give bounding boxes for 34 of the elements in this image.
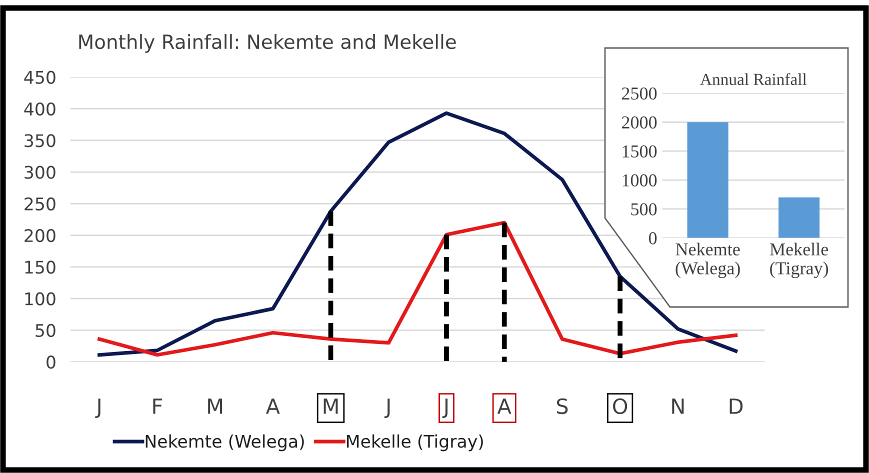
y-tick-label: 200 bbox=[24, 229, 56, 242]
y-tick-label: 0 bbox=[46, 356, 56, 369]
legend-label: Mekelle (Tigray) bbox=[347, 434, 483, 452]
y-tick-label: 50 bbox=[36, 324, 56, 338]
y-tick-label: 2000 bbox=[622, 116, 657, 129]
chart-title: Monthly Rainfall: Nekemte and Mekelle bbox=[79, 34, 456, 53]
x-tick-label: F bbox=[153, 398, 162, 414]
legend-label: Nekemte (Welega) bbox=[146, 434, 304, 452]
x-tick-label: A bbox=[266, 398, 280, 414]
y-tick-label: 350 bbox=[24, 134, 56, 148]
y-tick-label: 100 bbox=[25, 292, 56, 306]
x-tick-label: M bbox=[324, 398, 338, 414]
y-tick-label: 150 bbox=[25, 260, 56, 274]
line-series bbox=[98, 220, 738, 357]
y-tick-label: 400 bbox=[24, 102, 56, 116]
x-tick-label: J bbox=[442, 398, 448, 418]
x-tick-label: J bbox=[95, 398, 100, 418]
x-tick-label: M bbox=[208, 398, 222, 414]
y-tick-label: 500 bbox=[631, 203, 657, 216]
line-series bbox=[98, 111, 738, 357]
x-tick-label: O bbox=[613, 398, 628, 414]
x-tick-label: N bbox=[672, 398, 684, 414]
y-tick-label: 1500 bbox=[622, 145, 657, 158]
y-tick-label: 0 bbox=[648, 232, 657, 244]
x-tick-label: J bbox=[384, 398, 390, 418]
x-tick-label: A bbox=[497, 398, 512, 414]
chart-title: Annual Rainfall bbox=[700, 73, 807, 86]
x-tick-label: S bbox=[556, 398, 568, 414]
y-tick-label: 1000 bbox=[622, 174, 657, 186]
y-tick-label: 250 bbox=[24, 197, 56, 210]
y-tick-label: 2500 bbox=[622, 87, 657, 100]
y-tick-label: 450 bbox=[24, 70, 56, 84]
x-tick-label: D bbox=[730, 398, 743, 414]
y-tick-label: 300 bbox=[24, 166, 56, 179]
